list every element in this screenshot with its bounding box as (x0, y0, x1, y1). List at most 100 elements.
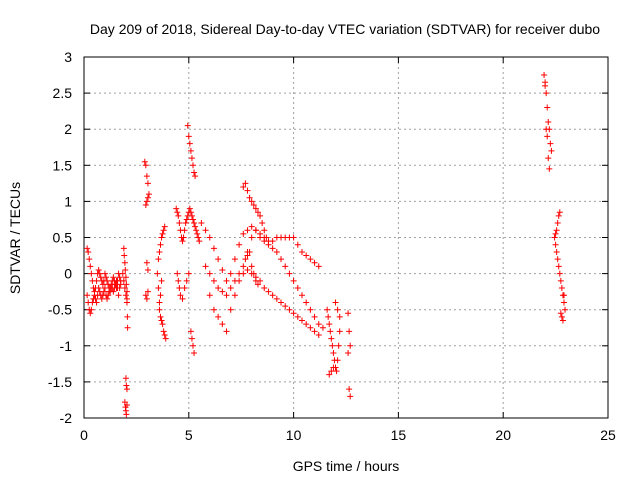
x-tick-label: 10 (286, 427, 302, 443)
data-point (210, 277, 217, 284)
data-point (240, 263, 247, 270)
data-point (259, 220, 266, 227)
data-point (252, 274, 259, 281)
data-point (346, 386, 353, 393)
data-point (303, 252, 310, 259)
data-point (278, 299, 285, 306)
data-point (286, 270, 293, 277)
data-point (307, 324, 314, 331)
data-point (552, 230, 559, 237)
data-point (156, 299, 163, 306)
data-point (117, 281, 124, 288)
series (184, 122, 199, 357)
data-point (195, 234, 202, 241)
data-point (552, 241, 559, 248)
data-point (158, 277, 165, 284)
data-point (122, 266, 129, 273)
data-point (544, 133, 551, 140)
data-point (219, 321, 226, 328)
data-point (330, 350, 337, 357)
data-point (120, 277, 127, 284)
data-point (93, 277, 100, 284)
data-point (162, 335, 169, 342)
data-point (110, 288, 117, 295)
data-point (144, 180, 151, 187)
data-point (143, 198, 150, 205)
data-point (560, 292, 567, 299)
data-point (157, 241, 164, 248)
data-point (185, 270, 192, 277)
data-point (143, 295, 150, 302)
data-point (236, 241, 243, 248)
data-point (156, 248, 163, 255)
data-point (303, 321, 310, 328)
data-point (242, 256, 249, 263)
data-point (189, 216, 196, 223)
data-point (179, 295, 186, 302)
data-point (562, 306, 569, 313)
y-tick-label: 1 (64, 193, 72, 209)
data-points (84, 72, 569, 418)
data-point (336, 328, 343, 335)
data-point (290, 277, 297, 284)
data-point (263, 234, 270, 241)
series (84, 245, 124, 317)
x-axis-label: GPS time / hours (293, 458, 400, 474)
data-point (290, 310, 297, 317)
data-point (188, 335, 195, 342)
data-point (104, 277, 111, 284)
data-point (185, 133, 192, 140)
data-point (155, 256, 162, 263)
data-point (345, 310, 352, 317)
data-point (261, 285, 268, 292)
data-point (328, 335, 335, 342)
data-point (246, 194, 253, 201)
data-point (155, 285, 162, 292)
series (173, 205, 203, 302)
data-point (294, 313, 301, 320)
data-point (227, 270, 234, 277)
data-point (158, 317, 165, 324)
data-point (160, 328, 167, 335)
data-point (142, 202, 149, 209)
data-point (123, 411, 130, 418)
data-point (144, 288, 151, 295)
data-point (202, 263, 209, 270)
data-point (545, 118, 552, 125)
data-point (159, 321, 166, 328)
data-point (332, 299, 339, 306)
data-point (252, 205, 259, 212)
data-point (254, 209, 261, 216)
data-point (345, 350, 352, 357)
data-point (123, 288, 130, 295)
data-point (311, 328, 318, 335)
data-point (189, 342, 196, 349)
series (198, 220, 326, 331)
data-point (286, 306, 293, 313)
data-point (123, 402, 130, 409)
data-point (174, 209, 181, 216)
data-point (311, 313, 318, 320)
data-point (315, 263, 322, 270)
data-point (189, 162, 196, 169)
data-point (311, 259, 318, 266)
data-point (231, 256, 238, 263)
data-point (161, 331, 168, 338)
data-point (261, 227, 268, 234)
data-point (227, 306, 234, 313)
data-point (123, 281, 130, 288)
data-point (181, 285, 188, 292)
data-point (543, 90, 550, 97)
data-point (176, 220, 183, 227)
data-point (278, 256, 285, 263)
data-point (95, 285, 102, 292)
data-point (158, 234, 165, 241)
data-point (227, 285, 234, 292)
data-point (557, 310, 564, 317)
data-point (269, 245, 276, 252)
data-point (145, 191, 152, 198)
data-point (248, 263, 255, 270)
data-point (191, 169, 198, 176)
y-tick-label: 1.5 (53, 157, 73, 173)
data-point (122, 375, 129, 382)
